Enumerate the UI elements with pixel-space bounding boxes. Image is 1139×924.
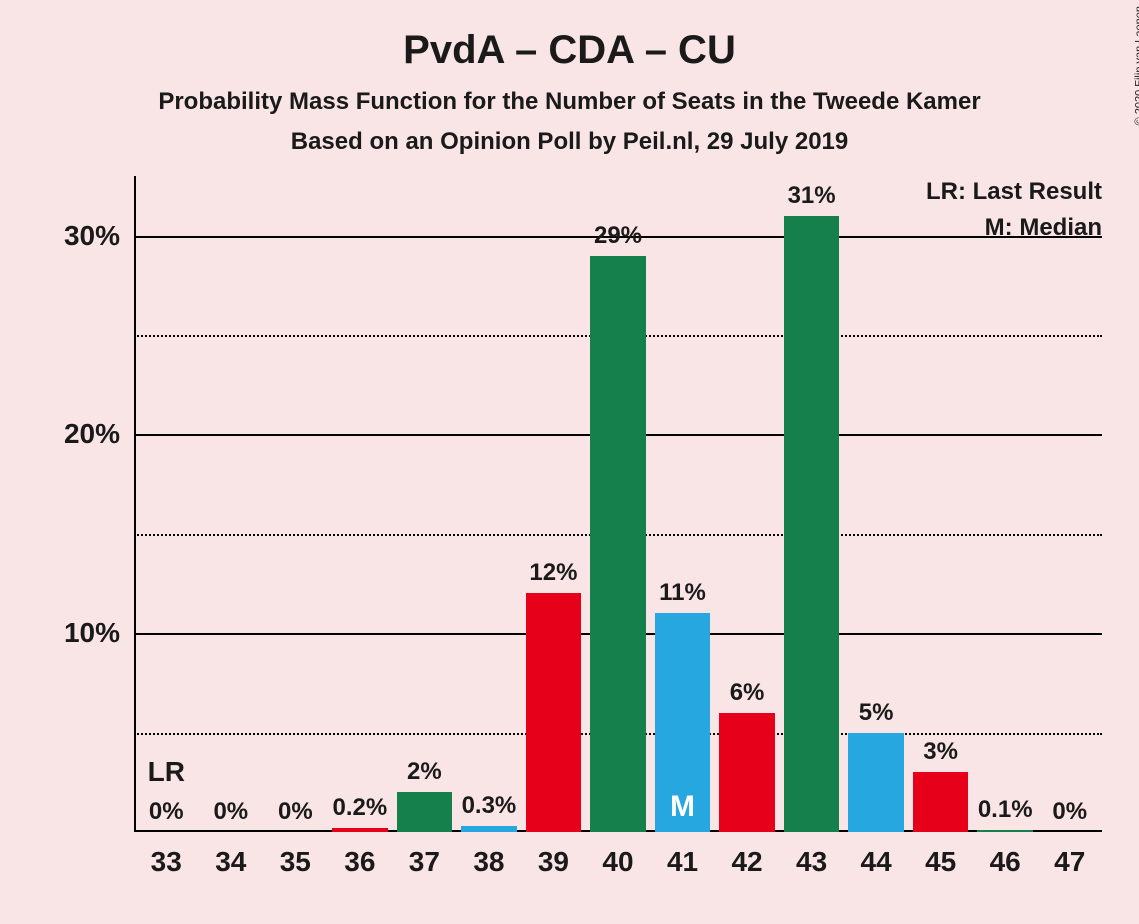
- bar-value-label: 5%: [848, 699, 903, 727]
- bar-value-label: 29%: [590, 222, 645, 250]
- bar: [784, 216, 839, 832]
- x-tick-label: 43: [784, 846, 839, 878]
- x-tick-label: 38: [461, 846, 516, 878]
- chart-root: PvdA – CDA – CU Probability Mass Function…: [0, 0, 1139, 924]
- bar-value-label: 0.1%: [977, 796, 1032, 824]
- x-tick-label: 40: [590, 846, 645, 878]
- bar-value-label: 3%: [913, 738, 968, 766]
- bar-value-label: 0.2%: [332, 794, 387, 822]
- bar-value-label: 0%: [1042, 798, 1097, 826]
- x-tick-label: 44: [848, 846, 903, 878]
- bar-median-label: M: [655, 790, 710, 824]
- bar-value-label: 31%: [784, 182, 839, 210]
- bar: [719, 713, 774, 832]
- bar: [977, 830, 1032, 832]
- x-tick-label: 36: [332, 846, 387, 878]
- x-tick-label: 41: [655, 846, 710, 878]
- bar: [461, 826, 516, 832]
- bar-value-label: 6%: [719, 679, 774, 707]
- bar: [913, 772, 968, 832]
- chart-subtitle-1: Probability Mass Function for the Number…: [0, 88, 1139, 116]
- bar: [590, 256, 645, 832]
- plot-area: 0% LR 0% 0% 0.2% 2% 0.3% 12% 29% M 11% 6% 31% 5% 3% 0.1…: [134, 176, 1102, 832]
- bar-value-label: 0%: [139, 798, 194, 826]
- bar-value-label: 0%: [268, 798, 323, 826]
- x-tick-label: 42: [719, 846, 774, 878]
- bar-value-label: 2%: [397, 758, 452, 786]
- bar-value-label: 12%: [526, 559, 581, 587]
- x-tick-label: 47: [1042, 846, 1097, 878]
- x-tick-label: 34: [203, 846, 258, 878]
- x-tick-label: 35: [268, 846, 323, 878]
- chart-subtitle-2: Based on an Opinion Poll by Peil.nl, 29 …: [0, 128, 1139, 156]
- x-tick-label: 37: [397, 846, 452, 878]
- lr-marker-label: LR: [139, 756, 194, 788]
- bar-value-label: 0.3%: [461, 792, 516, 820]
- x-tick-label: 39: [526, 846, 581, 878]
- x-tick-label: 33: [139, 846, 194, 878]
- bar: M: [655, 613, 710, 832]
- x-tick-label: 46: [977, 846, 1032, 878]
- bar: [332, 828, 387, 832]
- copyright-text: © 2020 Filip van Laenen: [1133, 6, 1139, 125]
- y-tick-label: 30%: [0, 220, 120, 252]
- chart-title: PvdA – CDA – CU: [0, 28, 1139, 73]
- bar-value-label: 11%: [655, 579, 710, 607]
- bar: [848, 733, 903, 832]
- y-tick-label: 10%: [0, 617, 120, 649]
- bar-value-label: 0%: [203, 798, 258, 826]
- bar: [526, 593, 581, 832]
- bar: [397, 792, 452, 832]
- y-tick-label: 20%: [0, 418, 120, 450]
- x-tick-label: 45: [913, 846, 968, 878]
